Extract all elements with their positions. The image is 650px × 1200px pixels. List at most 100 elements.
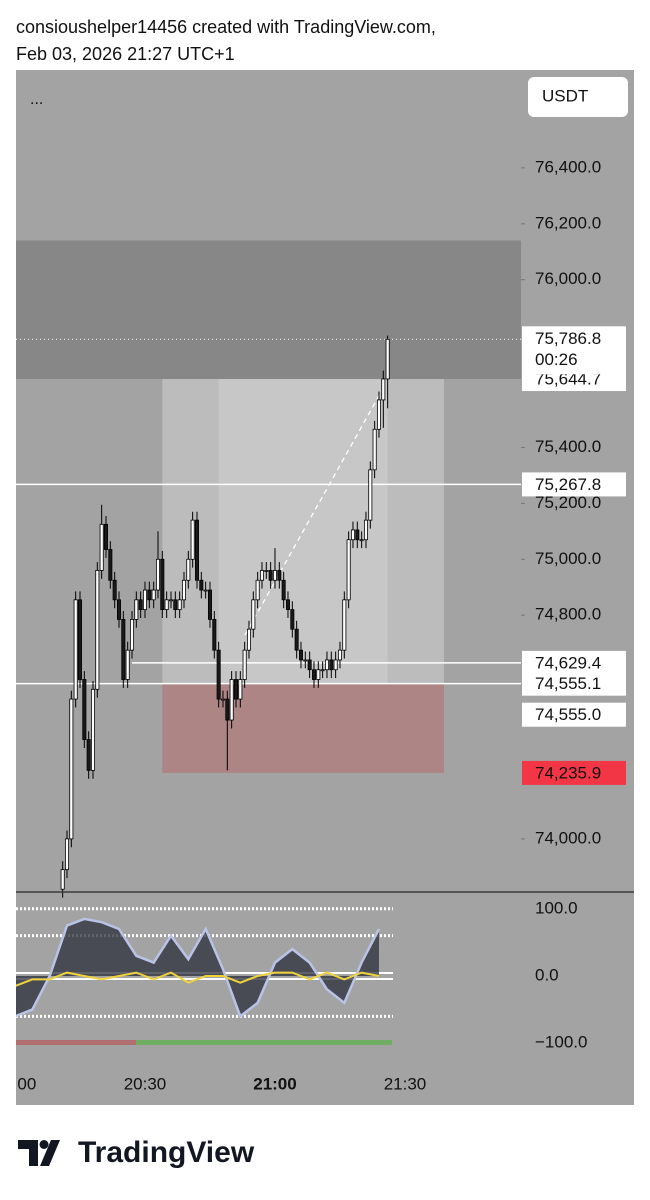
last-price: 75,786.8 — [535, 329, 601, 348]
candle-body — [190, 519, 195, 560]
oscillator-line — [16, 971, 380, 987]
candle-body — [86, 739, 91, 771]
price-label: 74,235.9 — [535, 763, 601, 782]
x-tick-label: 20:00 — [0, 1074, 36, 1093]
candle-body — [320, 669, 325, 672]
candle-body — [90, 688, 95, 771]
price-label-box — [522, 760, 626, 785]
candle-body — [134, 599, 139, 620]
candle-body — [372, 428, 377, 471]
candle-body — [164, 599, 169, 611]
candle-body — [60, 869, 65, 890]
candle-body — [160, 558, 165, 611]
candle-body — [233, 679, 238, 700]
candle-body — [199, 579, 204, 591]
candle-body — [277, 570, 282, 581]
candle-body — [355, 529, 360, 541]
candle-body — [337, 649, 342, 661]
y-tick-label: 75,400.0 — [535, 437, 601, 456]
y-tick-label: 76,200.0 — [535, 213, 601, 232]
candle-body — [108, 549, 113, 581]
candle-body — [155, 558, 160, 591]
y-tick-label: 75,200.0 — [535, 493, 601, 512]
brand: TradingView — [78, 1136, 255, 1169]
last-price-box — [522, 326, 626, 375]
y-tick-label: 74,000.0 — [535, 828, 601, 847]
candle-body — [212, 618, 217, 651]
candle-body — [272, 570, 277, 581]
y-tick-label: 76,000.0 — [535, 269, 601, 288]
candle-body — [290, 609, 295, 630]
candle-body — [346, 539, 351, 601]
candle-body — [251, 599, 256, 630]
candle-body — [181, 579, 186, 601]
currency-button[interactable] — [528, 77, 628, 117]
price-label: 74,629.4 — [535, 653, 601, 672]
candle-body — [342, 599, 347, 651]
y-tick-label: 100.0 — [535, 898, 578, 917]
candle-body — [112, 579, 117, 601]
plot-area: 20:00 20:30 21:00 21:30 — [0, 240, 521, 1093]
y-tick-label: 0.0 — [535, 965, 559, 984]
candle-body — [69, 698, 74, 840]
candle-body — [142, 589, 147, 611]
candle-body — [125, 649, 130, 680]
candle-body — [225, 698, 230, 721]
candle-body — [259, 570, 264, 581]
candle-body — [95, 570, 100, 690]
price-label: 74,555.0 — [535, 705, 601, 724]
y-tick-label: 74,800.0 — [535, 605, 601, 624]
price-label: 74,555.1 — [535, 674, 601, 693]
currency[interactable]: USDT — [542, 86, 588, 105]
price-label-box — [522, 702, 626, 727]
x-tick-label: 21:00 — [253, 1074, 296, 1093]
candle-body — [242, 649, 247, 680]
candle-body — [216, 649, 221, 700]
candle-body — [246, 628, 251, 651]
candle-body — [350, 529, 355, 541]
candle-body — [73, 599, 78, 700]
candle-body — [307, 659, 312, 671]
candle-body — [168, 599, 173, 602]
y-tick-label: 75,000.0 — [535, 549, 601, 568]
zone — [16, 240, 521, 380]
candle-body — [264, 570, 269, 572]
candle-body — [151, 589, 156, 601]
candle-body — [177, 599, 182, 611]
candle-body — [238, 679, 243, 700]
position-stop — [162, 683, 444, 773]
candle-body — [203, 589, 208, 592]
candle-body — [82, 679, 87, 741]
candle-body — [316, 669, 321, 680]
candle-body — [285, 599, 290, 611]
y-tick-label: 76,400.0 — [535, 157, 601, 176]
candle-body — [186, 558, 191, 581]
price-label: 75,267.8 — [535, 475, 601, 494]
countdown: 00:26 — [535, 350, 578, 369]
candle-body — [99, 523, 104, 571]
candle-body — [207, 589, 212, 620]
candle-body — [194, 519, 199, 581]
candle-body — [329, 659, 334, 671]
axes: 74,000.0 74,800.0 75,000.0 75,200.0 75,400.0… — [521, 157, 626, 1052]
header-line: consioushelper14456 created with Trading… — [16, 17, 436, 37]
candle-body — [298, 649, 303, 661]
candle-body — [381, 378, 386, 401]
x-tick-label: 21:30 — [384, 1074, 427, 1093]
candle-body — [333, 659, 338, 671]
price-label-box — [522, 650, 626, 675]
logo — [18, 1140, 60, 1166]
candle-body — [220, 698, 225, 701]
candle-body — [281, 579, 286, 601]
candle-body — [138, 599, 143, 611]
candle-body — [294, 628, 299, 651]
candle-body — [103, 523, 108, 550]
price-label-box — [522, 671, 626, 696]
bias-bar — [16, 1040, 136, 1045]
x-tick-label: 20:30 — [124, 1074, 167, 1093]
menu[interactable]: ... — [30, 91, 43, 108]
header-line: Feb 03, 2026 21:27 UTC+1 — [16, 44, 235, 64]
candle-body — [129, 618, 134, 651]
